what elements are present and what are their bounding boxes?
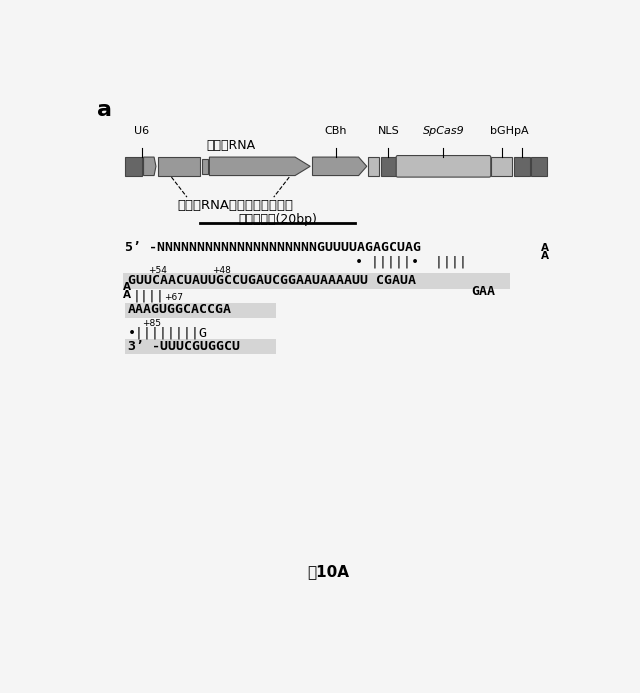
Text: bGH: bGH bbox=[490, 125, 514, 136]
Text: ガイド配列(20bp): ガイド配列(20bp) bbox=[238, 213, 317, 225]
Text: AAAGUGGCACCGA: AAAGUGGCACCGA bbox=[128, 304, 232, 317]
Bar bbox=[202, 159, 208, 174]
Bar bbox=[123, 273, 510, 289]
Polygon shape bbox=[312, 157, 367, 175]
Bar bbox=[125, 303, 276, 318]
Text: pA: pA bbox=[515, 125, 529, 136]
Text: CBh: CBh bbox=[324, 125, 347, 136]
FancyBboxPatch shape bbox=[396, 155, 491, 177]
Bar bbox=[368, 157, 379, 175]
Text: U6: U6 bbox=[134, 125, 150, 136]
Text: A: A bbox=[123, 290, 131, 299]
Text: 围10A: 围10A bbox=[307, 564, 349, 579]
Text: キメラRNAアーキテクチャー: キメラRNAアーキテクチャー bbox=[177, 199, 293, 211]
Text: a: a bbox=[97, 100, 112, 120]
Bar bbox=[125, 339, 276, 354]
Bar bbox=[157, 157, 200, 175]
Text: GUUCAACUAUUGCCUGAUCGGAAUAAAAUU CGAUA: GUUCAACUAUUGCCUGAUCGGAAUAAAAUU CGAUA bbox=[128, 274, 416, 287]
Text: +48: +48 bbox=[212, 266, 230, 275]
Text: NLS: NLS bbox=[378, 125, 399, 136]
Bar bbox=[125, 157, 142, 175]
Text: +67: +67 bbox=[164, 292, 182, 301]
Text: SpCas9: SpCas9 bbox=[422, 125, 465, 136]
Bar bbox=[381, 157, 396, 175]
Polygon shape bbox=[143, 157, 156, 175]
Text: •||||||||G: •||||||||G bbox=[128, 326, 208, 340]
Text: GAA: GAA bbox=[472, 285, 495, 298]
Text: +54: +54 bbox=[148, 266, 167, 275]
Polygon shape bbox=[209, 157, 310, 175]
Bar bbox=[514, 157, 529, 175]
Text: +85: +85 bbox=[142, 319, 161, 328]
Bar bbox=[491, 157, 513, 175]
Text: キメラRNA: キメラRNA bbox=[207, 139, 256, 152]
Text: • |||||•  ||||: • |||||• |||| bbox=[355, 256, 467, 269]
Text: 3’ -UUUCGUGGCU: 3’ -UUUCGUGGCU bbox=[128, 340, 240, 353]
Text: ||||: |||| bbox=[132, 290, 164, 303]
Bar bbox=[531, 157, 547, 175]
Text: A: A bbox=[541, 251, 549, 261]
Text: A: A bbox=[123, 282, 131, 292]
Text: 5’ -NNNNNNNNNNNNNNNNNNNNGUUUUAGAGCUAG: 5’ -NNNNNNNNNNNNNNNNNNNNGUUUUAGAGCUAG bbox=[125, 241, 421, 254]
Text: A: A bbox=[541, 243, 549, 254]
